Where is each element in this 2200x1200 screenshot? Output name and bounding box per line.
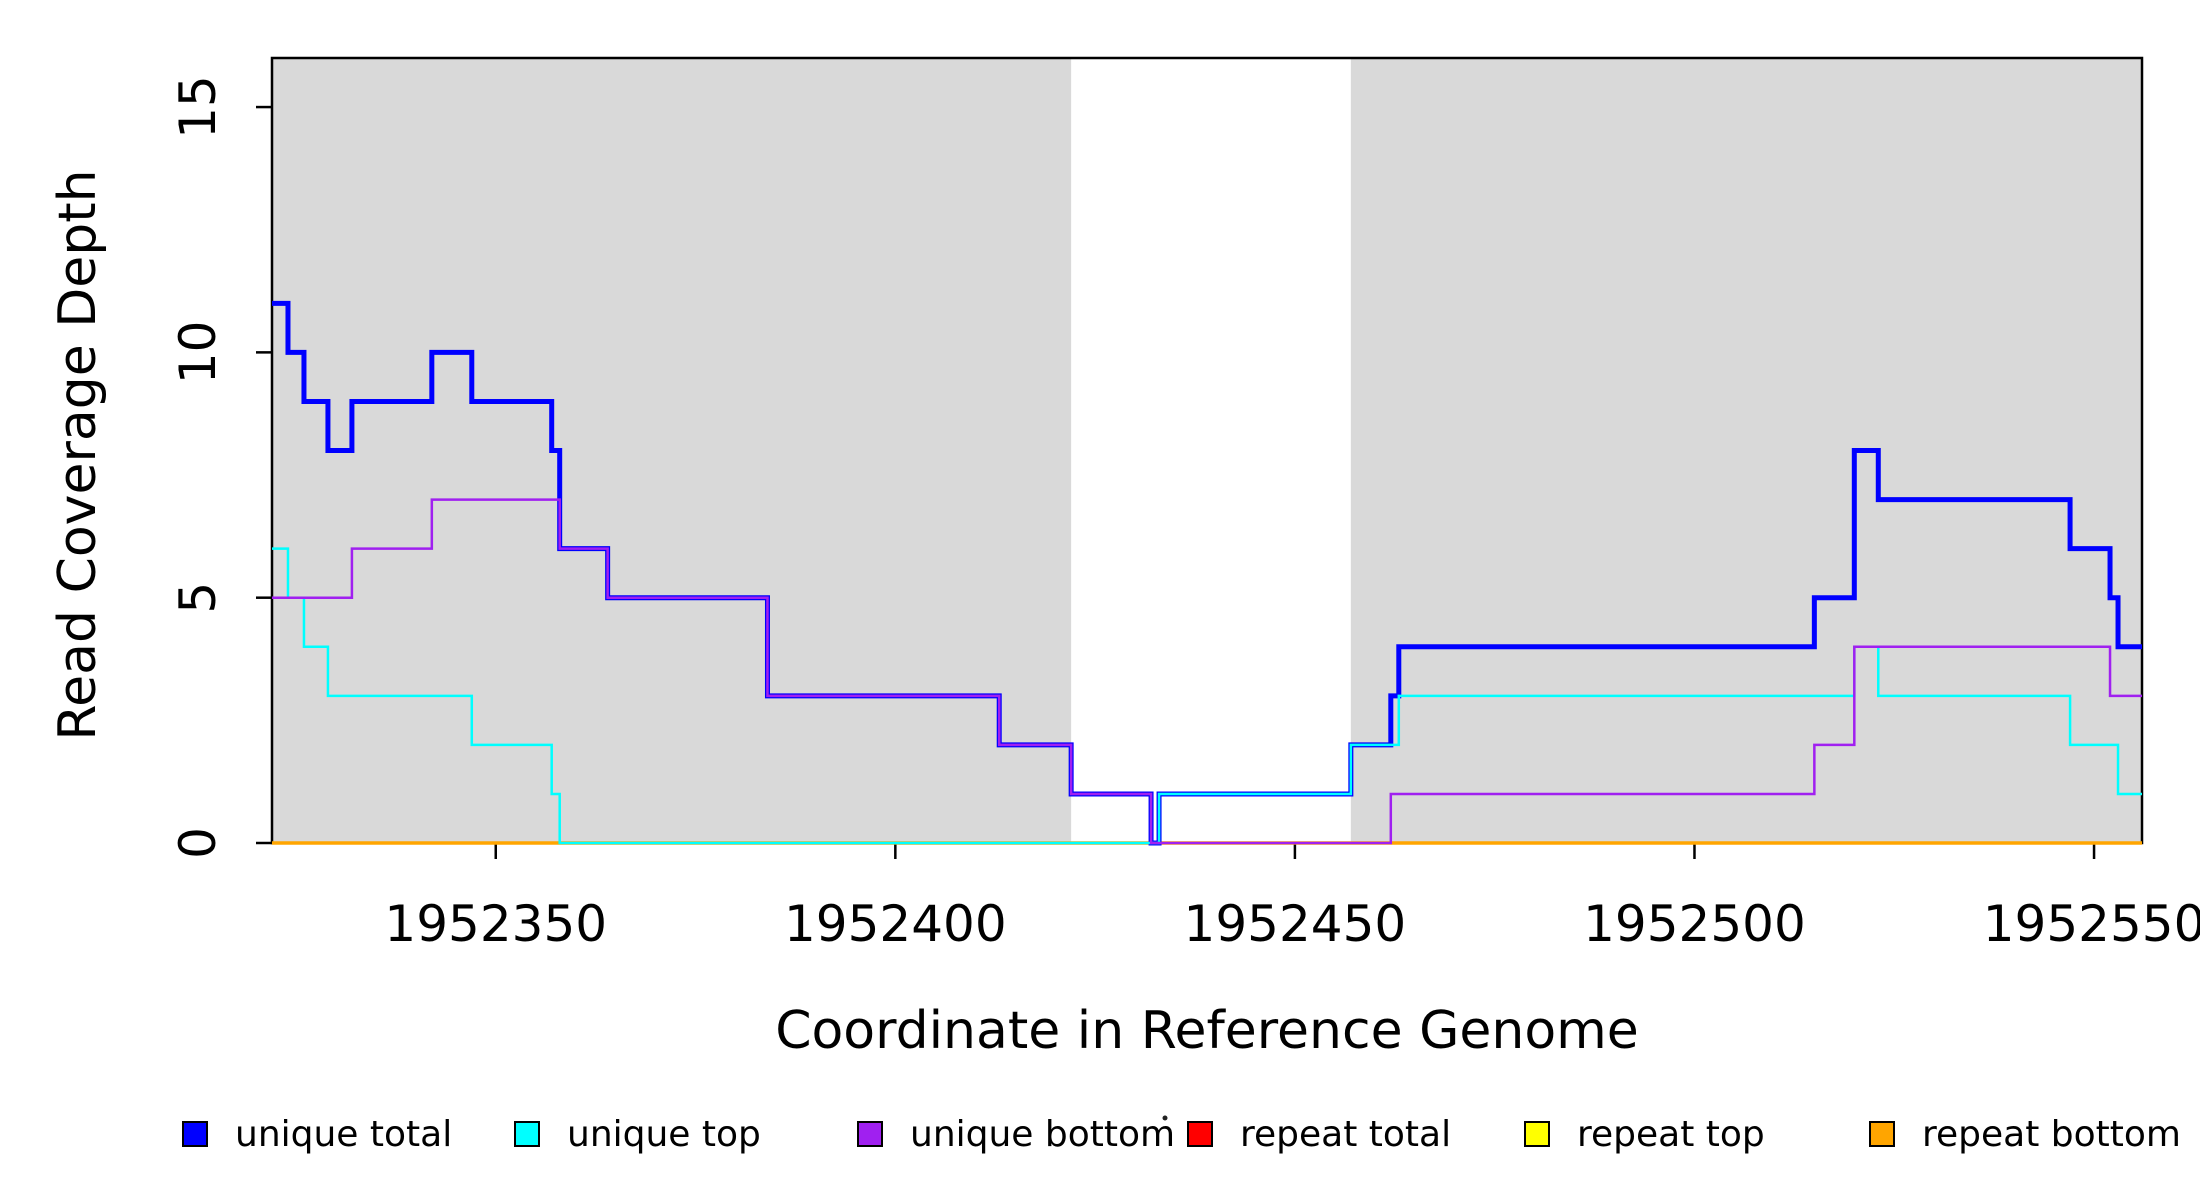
y-axis-title: Read Coverage Depth [48,169,108,740]
legend-label: repeat top [1577,1114,1765,1155]
legend-label: unique top [567,1114,761,1155]
legend-swatch-unique-top [514,1121,540,1147]
y-tick-label: 5 [169,582,227,614]
y-tick-label: 15 [169,75,227,139]
x-axis-title: Coordinate in Reference Genome [775,1001,1639,1061]
legend-swatch-repeat-bottom [1869,1121,1895,1147]
stray-dot [1162,1115,1168,1121]
y-tick-label: 0 [169,827,227,859]
legend-label: repeat total [1240,1114,1451,1155]
x-tick-label: 1952350 [384,895,607,953]
x-tick-label: 1952550 [1983,895,2200,953]
legend-swatch-repeat-top [1524,1121,1550,1147]
legend-swatch-unique-bottom [857,1121,883,1147]
shaded-region-1 [1350,58,2142,843]
y-tick-label: 10 [169,321,227,385]
legend: unique total unique top unique bottom repea… [182,1114,2181,1155]
legend-label: unique total [235,1114,452,1155]
x-axis-ticks: 1952350 1952400 1952450 1952500 1952550 [384,843,2200,953]
y-axis-ticks: 0 5 10 15 [169,75,272,859]
legend-label: unique bottom [910,1114,1175,1155]
series-line-unique-top [272,547,2142,845]
shaded-region-0 [272,58,1072,843]
legend-label: repeat bottom [1922,1114,2181,1155]
legend-swatch-repeat-total [1187,1121,1213,1147]
series-lines [272,300,2142,846]
shaded-regions [272,58,2142,843]
x-tick-label: 1952450 [1184,895,1407,953]
series-line-unique-bottom [272,498,2142,845]
x-tick-label: 1952500 [1583,895,1806,953]
x-tick-label: 1952400 [784,895,1007,953]
legend-swatch-unique-total [182,1121,208,1147]
